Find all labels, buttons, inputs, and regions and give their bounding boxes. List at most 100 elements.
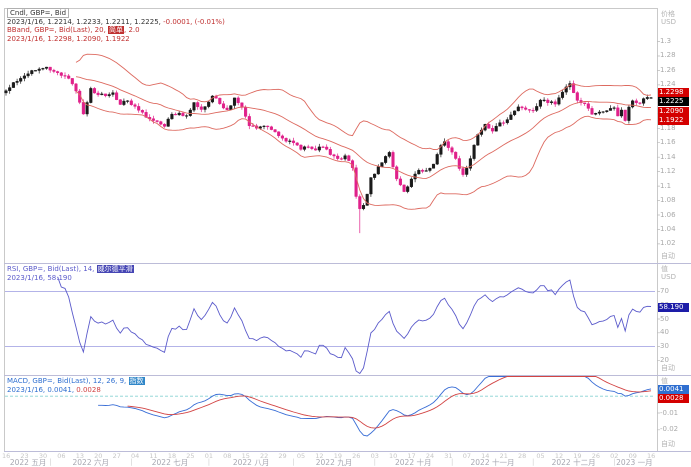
x-axis-day-label: 03 [370, 452, 379, 460]
x-axis-month-label: 2022 六月 [72, 457, 109, 467]
price-axis-tick-label: 1.18 [660, 123, 676, 132]
candle-series-selector[interactable]: Cndl, GBP=, Bid [7, 8, 70, 18]
x-axis-day-label: 26 [352, 452, 361, 460]
up-candle-wicks [5, 66, 652, 211]
x-axis-month-label: 2022 十月 [395, 457, 432, 467]
x-axis-day-label: 08 [223, 452, 232, 460]
x-axis-day-label: 05 [296, 452, 306, 460]
rsi-axis-auto-button[interactable]: 自动 [661, 364, 675, 372]
x-axis-day-label: 14 [481, 452, 490, 460]
x-axis-month-label: 2022 八月 [232, 457, 270, 467]
rsi-axis-unit: USD [661, 273, 676, 281]
price-axis-tick-label: 1.06 [660, 210, 676, 219]
x-axis-day-label: 22 [260, 452, 269, 460]
x-axis-day-label: 31 [444, 452, 453, 460]
x-axis-day-label: 28 [518, 452, 527, 460]
bband-width-label: , 2.0 [124, 26, 140, 34]
x-axis-day-label: 10 [389, 452, 398, 460]
x-axis-month-label: 2022 七月 [151, 457, 189, 467]
macd-axis-tick-label: -0.01 [660, 408, 679, 417]
bband-values: 2023/1/16, 1.2298, 1.2090, 1.1922 [7, 34, 130, 43]
candle-net-change: -0.0001, (-0.01%) [163, 17, 225, 26]
price-axis-tick-label: 1.26 [660, 65, 676, 74]
x-axis-day-label: 23 [20, 452, 29, 460]
rsi-value-box: 58.190 [658, 303, 689, 313]
macd-axis-tick-label: -0.02 [660, 425, 679, 434]
x-axis-day-label: 04 [131, 452, 140, 460]
macd-value-box: 0.0041 [658, 384, 689, 394]
macd-signal-value: 0.0028 [76, 385, 101, 394]
candle-ohlc-values: 2023/1/16, 1.2214, 1.2233, 1.2211, 1.222… [7, 17, 164, 26]
rsi-axis-tick-label: 40 [660, 328, 669, 337]
price-axis-tick-label: 1.3 [660, 37, 672, 46]
macd-series-label: MACD, GBP=, Bid(Last), 12, 26, 9, [7, 377, 129, 385]
macd-line [98, 376, 652, 437]
macd-axis-title: 值 [661, 377, 668, 385]
x-axis-day-label: 20 [94, 452, 103, 460]
x-axis-day-label: 12 [315, 452, 324, 460]
price-axis-tick-label: 1.04 [660, 224, 676, 233]
x-axis-month-separator: | [130, 457, 133, 466]
price-axis-tick-label: 1.14 [660, 152, 676, 161]
price-panel-legend: Cndl, GBP=, Bid 2023/1/16, 1.2214, 1.223… [7, 8, 225, 43]
down-candle-wicks [49, 67, 641, 234]
x-axis-month-separator: | [532, 457, 535, 466]
x-axis-day-label: 25 [186, 452, 195, 460]
x-axis-month-label: 2023 一月 [616, 457, 653, 467]
rsi-axis-title: 值 [661, 265, 668, 273]
x-axis-day-label: 19 [573, 452, 582, 460]
x-axis-month-separator: | [292, 457, 295, 466]
x-axis-day-label: 02 [610, 452, 619, 460]
x-axis-month-label: 2022 九月 [315, 457, 353, 467]
rsi-panel-legend: RSI, GBP=, Bid(Last), 14, 威尔德平滑 2023/1/1… [7, 265, 134, 282]
macd-values: 2023/1/16, 0.0041, [7, 385, 77, 394]
macd-axis-auto-button[interactable]: 自动 [661, 440, 675, 448]
rsi-axis-tick-label: 70 [660, 287, 669, 295]
x-axis-day-label: 18 [167, 452, 177, 460]
x-axis-day-label: 15 [241, 452, 250, 460]
bband-lower-value-box: 1.1922 [658, 116, 689, 126]
x-axis-month-separator: | [450, 457, 454, 466]
x-axis-month-separator: | [613, 457, 616, 466]
price-axis-unit: USD [661, 18, 676, 26]
macd-signal-value-box: 0.0028 [658, 394, 689, 404]
macd-panel-legend: MACD, GBP=, Bid(Last), 12, 26, 9, 指数 202… [7, 377, 145, 394]
price-axis-title: 价格 [661, 10, 675, 18]
rsi-axis-tick-label: 50 [660, 314, 669, 323]
x-axis-day-label: 24 [425, 452, 435, 460]
x-axis-day-label: 30 [38, 452, 48, 460]
rsi-series-label: RSI, GBP=, Bid(Last), 14, [7, 265, 97, 273]
x-axis-month-label: 2022 十二月 [551, 457, 596, 467]
rsi-line [57, 276, 652, 375]
x-axis-day-label: 01 [204, 452, 213, 460]
macd-ma-type-dropdown[interactable]: 指数 [128, 377, 145, 385]
x-axis-month-separator: | [207, 457, 211, 466]
x-axis-day-label: 09 [628, 452, 637, 460]
rsi-smoothing-dropdown[interactable]: 威尔德平滑 [96, 265, 134, 273]
bband-ma-type-dropdown[interactable]: 简单 [108, 26, 125, 34]
price-axis-tick-label: 1.02 [660, 239, 676, 248]
x-axis-day-label: 11 [149, 452, 158, 460]
x-axis-day-label: 13 [75, 452, 84, 460]
price-axis-auto-button[interactable]: 自动 [661, 252, 675, 260]
price-axis-tick-label: 1.16 [660, 138, 676, 147]
panel-dividers [4, 263, 691, 452]
rsi-axis-tick-label: 20 [660, 355, 669, 364]
price-axis-tick-label: 1.28 [660, 51, 676, 60]
up-candle-bodies [4, 66, 653, 210]
bband-series-label: BBand, GBP=, Bid(Last), 20, [7, 26, 109, 34]
x-axis-day-label: 27 [112, 452, 121, 460]
x-axis-month-separator: | [373, 457, 376, 466]
price-axis-tick-label: 1.24 [660, 80, 676, 89]
bband-upper-value-box: 1.2298 [658, 87, 689, 97]
x-axis-day-label: 16 [647, 452, 656, 460]
x-axis-day-label: 06 [57, 452, 66, 460]
last-price-value-box: 1.2225 [658, 97, 689, 107]
x-axis-day-label: 07 [462, 452, 471, 460]
x-axis-day-label: 12 [554, 452, 564, 460]
bband-upper-line [75, 53, 652, 151]
panel-frame [4, 8, 658, 452]
price-axis-tick-label: 1.12 [660, 167, 676, 176]
